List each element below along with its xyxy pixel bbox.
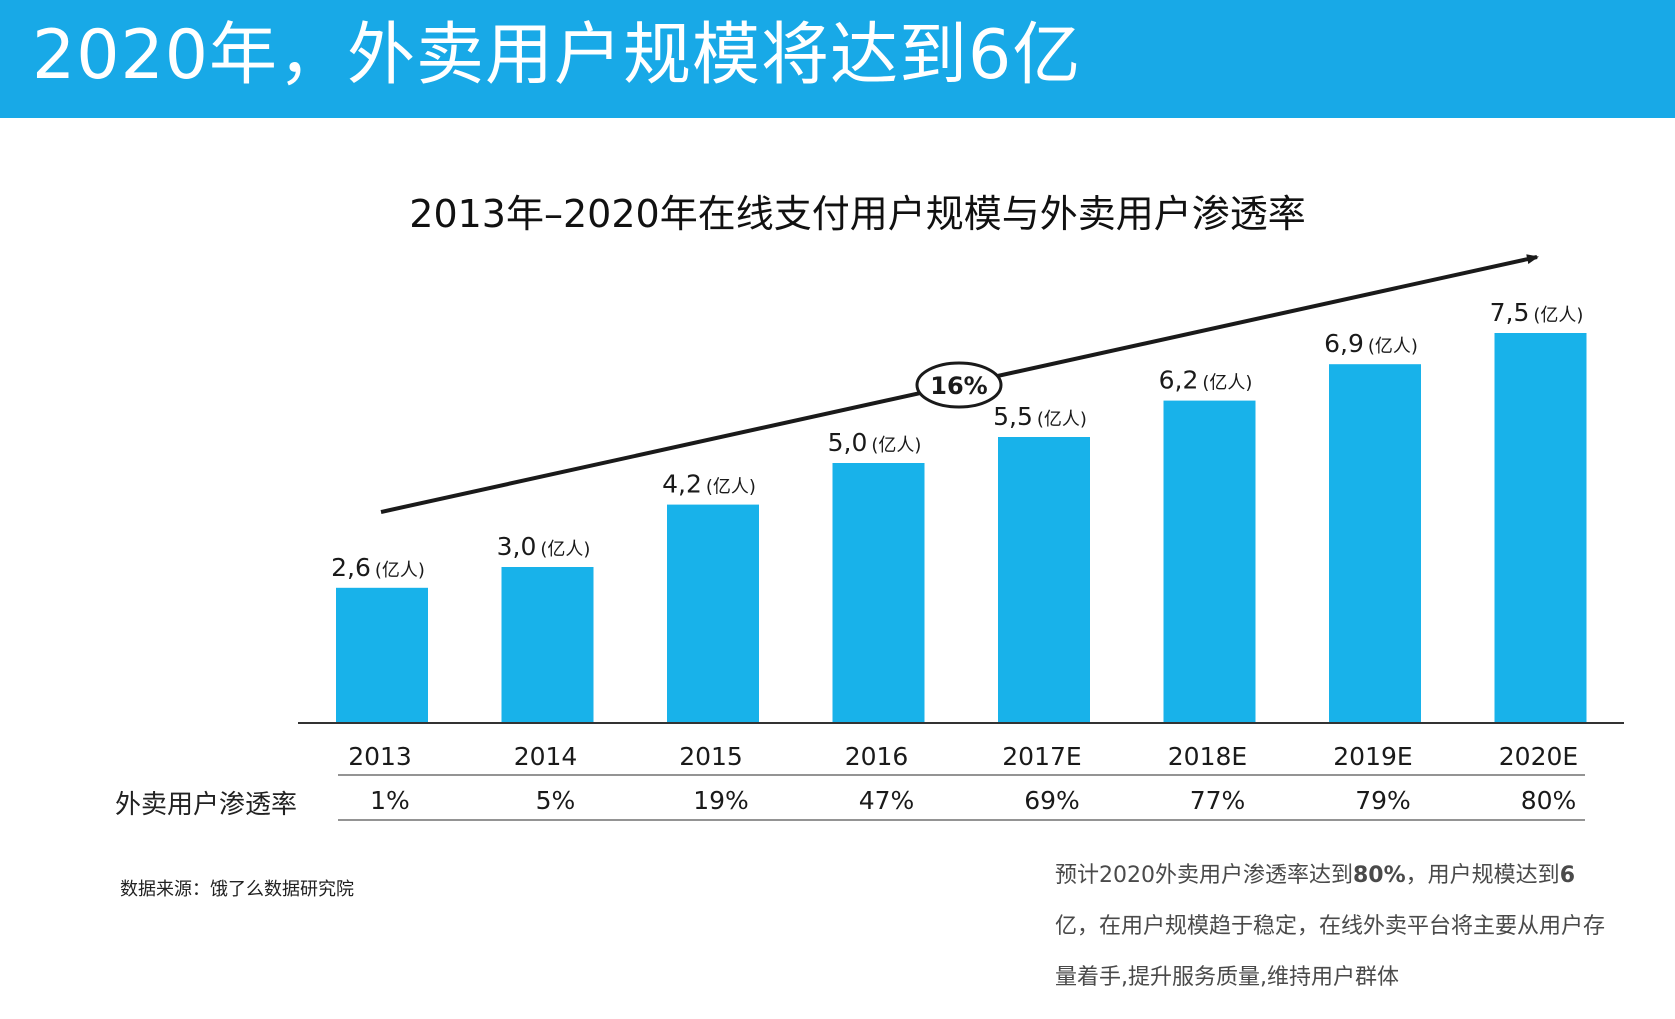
bar-value-label: 3,0 (亿人) bbox=[497, 532, 591, 561]
chart-title: 2013年–2020年在线支付用户规模与外卖用户渗透率 bbox=[409, 192, 1306, 236]
bar bbox=[832, 463, 925, 723]
summary-part-3: 亿，在用户规模趋于稳定，在线外卖平台将主要从用户存量着手,提升服务质量,维持用户… bbox=[1055, 914, 1606, 990]
x-tick-label: 2015 bbox=[679, 742, 743, 771]
summary-text: 预计2020外卖用户渗透率达到80%，用户规模达到6 亿，在用户规模趋于稳定，在线… bbox=[1055, 850, 1615, 1003]
bar bbox=[1494, 333, 1587, 723]
summary-part-1: 预计2020外卖用户渗透率达到 bbox=[1055, 863, 1353, 888]
penetration-value: 80% bbox=[1521, 786, 1577, 815]
bar bbox=[336, 587, 428, 723]
penetration-value: 47% bbox=[859, 786, 915, 815]
x-tick-label: 2018E bbox=[1168, 742, 1247, 771]
bar bbox=[501, 567, 594, 723]
penetration-value: 19% bbox=[693, 786, 749, 815]
bar bbox=[1163, 400, 1256, 723]
x-tick-label: 2016 bbox=[845, 742, 909, 771]
summary-bold-2: 6 bbox=[1559, 863, 1575, 888]
x-tick-label: 2017E bbox=[1002, 742, 1081, 771]
bar bbox=[998, 437, 1090, 723]
penetration-row-label: 外卖用户渗透率 bbox=[115, 790, 298, 820]
bar bbox=[667, 504, 759, 723]
penetration-value: 5% bbox=[536, 786, 576, 815]
x-tick-label: 2013 bbox=[348, 742, 412, 771]
bar-value-label: 2,6 (亿人) bbox=[331, 553, 425, 582]
x-tick-label: 2020E bbox=[1499, 742, 1578, 771]
penetration-value: 1% bbox=[370, 786, 410, 815]
bar-value-label: 6,9 (亿人) bbox=[1324, 329, 1418, 358]
x-tick-label: 2019E bbox=[1333, 742, 1412, 771]
bar-value-label: 7,5 (亿人) bbox=[1490, 298, 1584, 327]
summary-bold-1: 80% bbox=[1353, 863, 1406, 888]
summary-part-2: ，用户规模达到 bbox=[1405, 863, 1560, 888]
bar-value-label: 4,2 (亿人) bbox=[662, 470, 756, 499]
page-title: 2020年，外卖用户规模将达到6亿 bbox=[32, 16, 1082, 95]
trend-label: 16% bbox=[930, 372, 987, 400]
bar-value-label: 5,0 (亿人) bbox=[828, 428, 922, 457]
data-source: 数据来源：饿了么数据研究院 bbox=[120, 879, 354, 900]
penetration-value: 79% bbox=[1355, 786, 1411, 815]
bar bbox=[1329, 364, 1421, 723]
bar-value-label: 5,5 (亿人) bbox=[993, 402, 1087, 431]
x-tick-label: 2014 bbox=[514, 742, 578, 771]
trend-badge bbox=[915, 361, 1003, 409]
penetration-value: 69% bbox=[1024, 786, 1080, 815]
penetration-value: 77% bbox=[1190, 786, 1246, 815]
header-banner: 2020年，外卖用户规模将达到6亿 bbox=[0, 0, 1675, 118]
bar-value-label: 6,2 (亿人) bbox=[1159, 366, 1253, 395]
